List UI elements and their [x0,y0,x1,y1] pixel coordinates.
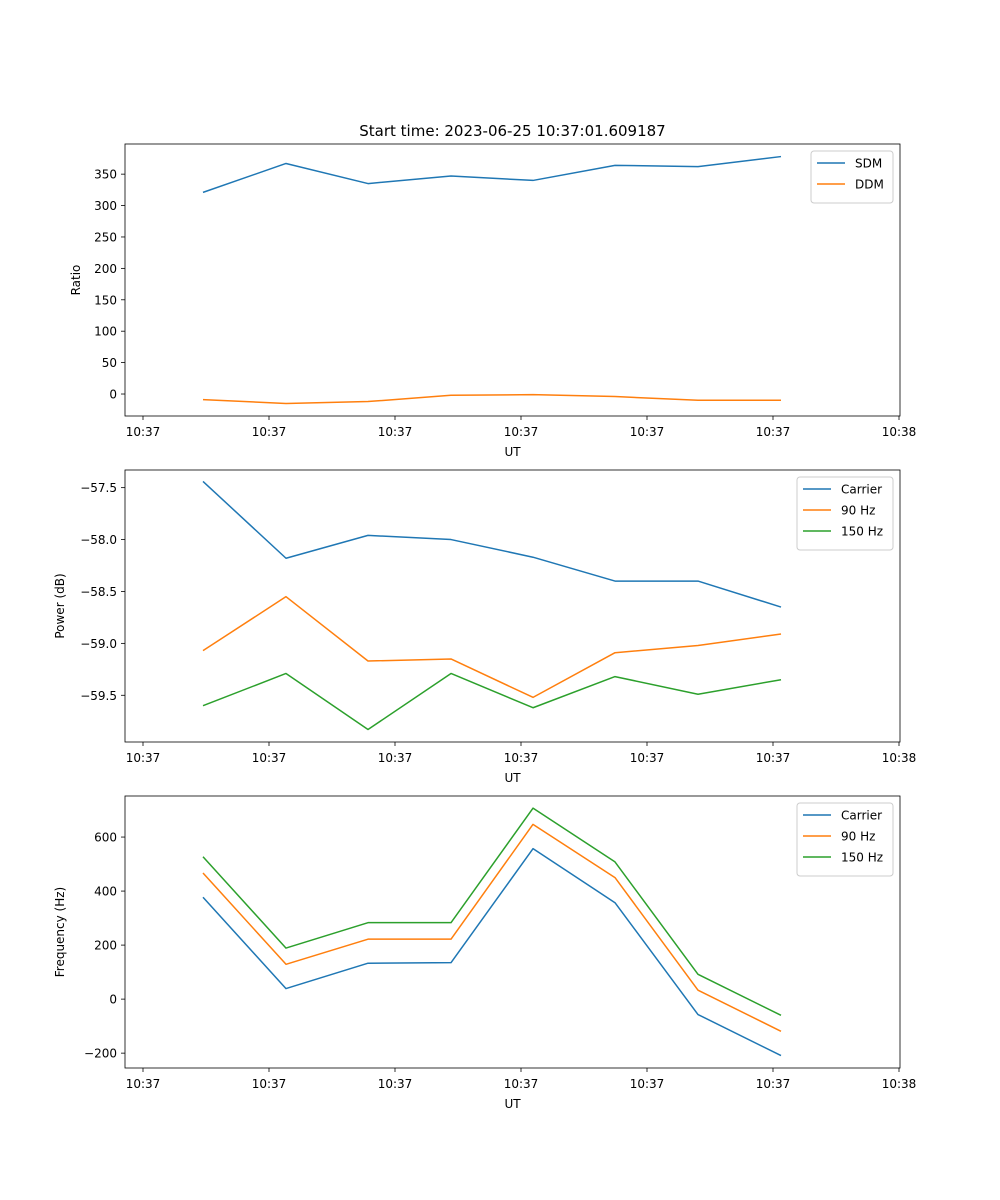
x-tick-label: 10:37 [252,1077,287,1091]
legend-label: Carrier [841,483,882,497]
legend-box [810,150,894,204]
x-tick-label: 10:38 [882,1077,917,1091]
x-tick-label: 10:37 [378,1077,413,1091]
x-tick-label: 10:37 [504,751,539,765]
y-tick-label: 50 [102,356,117,370]
x-tick-label: 10:37 [252,751,287,765]
axes-frame [124,795,901,1069]
y-tick-label: 150 [94,293,117,307]
y-tick-label: 100 [94,325,117,339]
y-tick-label: −57.5 [80,481,117,495]
y-tick-label: 350 [94,168,117,182]
y-tick-label: −59.5 [80,689,117,703]
series-line-150-hz [202,807,782,1017]
x-tick-label: 10:37 [630,751,665,765]
y-axis-label: Power (dB) [53,573,67,638]
x-tick-label: 10:37 [756,751,791,765]
x-tick-label: 10:37 [126,425,161,439]
y-tick-label: −58.0 [80,533,117,547]
series-line-150-hz [202,672,782,731]
series-line-90-hz [202,823,782,1032]
x-tick-label: 10:37 [630,1077,665,1091]
y-tick-label: 200 [94,262,117,276]
legend-label: 90 Hz [841,830,875,844]
x-tick-label: 10:37 [252,425,287,439]
x-tick-label: 10:37 [126,751,161,765]
x-tick-label: 10:38 [882,751,917,765]
x-tick-label: 10:37 [504,1077,539,1091]
x-tick-label: 10:37 [126,1077,161,1091]
legend: Carrier 90 Hz 150 Hz [796,802,894,877]
axes-frame [124,469,901,743]
x-tick-label: 10:37 [378,425,413,439]
x-tick-label: 10:37 [756,1077,791,1091]
y-tick-label: 200 [94,939,117,953]
x-tick-label: 10:37 [378,751,413,765]
x-tick-label: 10:38 [882,425,917,439]
y-tick-label: 400 [94,885,117,899]
subplot-1: 10:37 10:37 10:37 10:37 10:37 10:37 10:38 0 50 10… [69,143,917,459]
y-axis-label: Ratio [69,265,83,296]
series-line-carrier [202,847,782,1057]
y-tick-label: 250 [94,230,117,244]
y-tick-label: −200 [84,1047,117,1061]
subplot-3: 10:37 10:37 10:37 10:37 10:37 10:37 10:38 −200 0… [53,795,917,1111]
legend-label: 90 Hz [841,504,875,518]
x-axis-label: UT [504,445,521,459]
legend-label: 150 Hz [841,525,883,539]
legend-label: DDM [855,178,884,192]
figure-title: Start time: 2023-06-25 10:37:01.609187 [359,122,665,140]
series-line-ddm [202,393,781,405]
legend-label: 150 Hz [841,851,883,865]
series-line-carrier [202,480,782,608]
x-tick-label: 10:37 [756,425,791,439]
y-tick-label: 0 [109,993,117,1007]
y-tick-label: −58.5 [80,585,117,599]
axes-frame [124,143,901,417]
x-tick-label: 10:37 [504,425,539,439]
x-axis-label: UT [504,1097,521,1111]
legend-label: SDM [855,157,882,171]
legend-label: Carrier [841,809,882,823]
y-tick-label: 300 [94,199,117,213]
legend: Carrier 90 Hz 150 Hz [796,476,894,551]
x-tick-label: 10:37 [630,425,665,439]
y-tick-label: −59.0 [80,637,117,651]
y-axis-label: Frequency (Hz) [53,887,67,978]
x-axis-label: UT [504,771,521,785]
subplot-2: 10:37 10:37 10:37 10:37 10:37 10:37 10:38 −59.5… [53,469,917,785]
series-line-90-hz [202,595,782,699]
series-line-sdm [202,155,782,194]
legend: SDM DDM [810,150,894,204]
y-tick-label: 600 [94,831,117,845]
y-tick-label: 0 [109,388,117,402]
